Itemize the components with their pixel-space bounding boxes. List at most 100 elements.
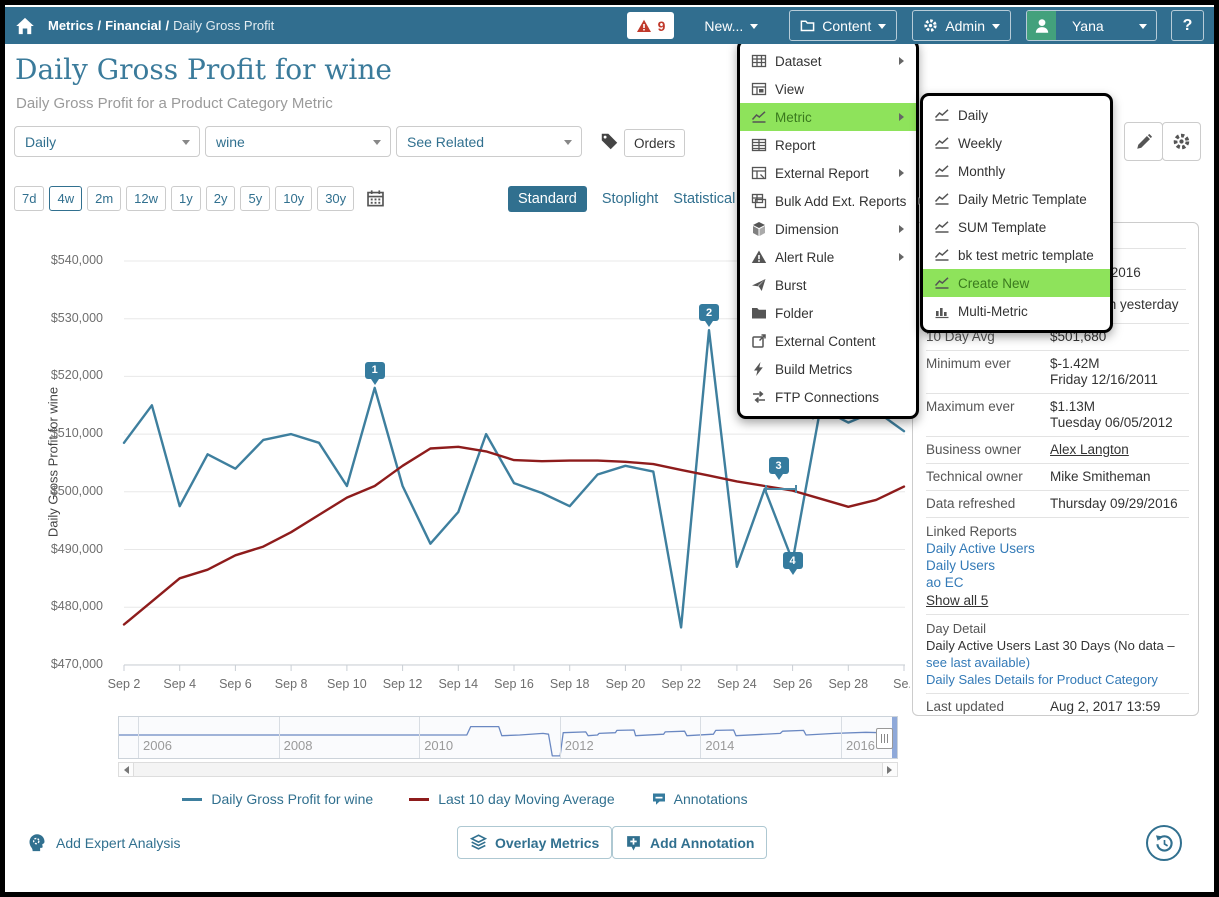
info-value[interactable]: Alex Langton — [1050, 442, 1129, 457]
info-value: Mike Smitheman — [1050, 469, 1151, 484]
linked-report-link[interactable]: Daily Users — [926, 558, 996, 573]
chevron-right-icon — [899, 253, 908, 261]
submenu-item-daily-metric-template[interactable]: Daily Metric Template — [923, 185, 1110, 213]
scroll-left-button[interactable] — [119, 763, 134, 776]
show-all-link[interactable]: Show all 5 — [926, 593, 989, 608]
submenu-item-daily[interactable]: Daily — [923, 101, 1110, 129]
legend-item-1[interactable]: Last 10 day Moving Average — [409, 791, 615, 807]
range-button-10y[interactable]: 10y — [275, 186, 313, 211]
new-menu-trigger[interactable]: New... — [698, 12, 764, 40]
timeline-scrollbar[interactable] — [118, 762, 898, 777]
menu-item-label: External Content — [775, 333, 876, 349]
annotation-marker-1[interactable]: 1 — [364, 361, 385, 385]
add-expert-analysis-link[interactable]: Add Expert Analysis — [27, 833, 181, 853]
avatar — [1027, 11, 1056, 40]
submenu-item-bk-test-metric-template[interactable]: bk test metric template — [923, 241, 1110, 269]
y-axis-tick: $470,000 — [50, 656, 103, 671]
pencil-icon — [1135, 133, 1153, 151]
extreport-icon — [751, 165, 767, 181]
see-related-select[interactable]: See Related — [396, 126, 582, 157]
submenu-item-multi-metric[interactable]: Multi-Metric — [923, 297, 1110, 325]
menu-item-alert-rule[interactable]: Alert Rule — [740, 243, 916, 271]
overlay-metrics-button[interactable]: Overlay Metrics — [457, 826, 613, 859]
content-menu-button[interactable]: Content — [789, 10, 898, 41]
folder-icon — [800, 18, 815, 33]
annotation-marker-3[interactable]: 3 — [768, 457, 789, 480]
range-button-7d[interactable]: 7d — [14, 186, 45, 211]
calendar-icon-button[interactable] — [366, 189, 385, 208]
admin-menu-button[interactable]: Admin — [912, 10, 1011, 41]
edit-button[interactable] — [1124, 122, 1163, 161]
annotation-marker-4[interactable]: 4 — [782, 552, 803, 575]
menu-item-build-metrics[interactable]: Build Metrics — [740, 355, 916, 383]
x-axis-tick: Sep 18 — [549, 677, 590, 691]
alert-badge[interactable]: 9 — [626, 12, 675, 39]
chevron-down-icon — [878, 23, 887, 33]
home-icon[interactable] — [15, 16, 35, 36]
range-button-5y[interactable]: 5y — [240, 186, 271, 211]
breadcrumb-current: Daily Gross Profit — [173, 18, 275, 33]
settings-button[interactable] — [1162, 122, 1201, 161]
menu-item-burst[interactable]: Burst — [740, 271, 916, 299]
help-button[interactable]: ? — [1171, 10, 1204, 41]
submenu-item-weekly[interactable]: Weekly — [923, 129, 1110, 157]
tag-orders[interactable]: Orders — [624, 129, 686, 157]
daily-sales-details-link[interactable]: Daily Sales Details for Product Category — [926, 672, 1158, 687]
linked-report-link[interactable]: ao EC — [926, 575, 964, 590]
info-value: $1.13M Tuesday 06/05/2012 — [1050, 399, 1173, 430]
menu-item-metric[interactable]: Metric — [740, 103, 916, 131]
range-button-30y[interactable]: 30y — [317, 186, 355, 211]
view-tabs: Standard Stoplight Statistical — [508, 186, 735, 212]
tab-standard[interactable]: Standard — [508, 186, 587, 212]
day-detail-block: Day Detail Daily Active Users Last 30 Day… — [926, 614, 1189, 693]
legend-swatch — [409, 797, 430, 801]
menu-item-view[interactable]: View — [740, 75, 916, 103]
legend-item-2[interactable]: Annotations — [651, 791, 748, 807]
menu-item-dataset[interactable]: Dataset — [740, 47, 916, 75]
timeline-scrubber[interactable]: 2006 2008 2010 2012 2014 2016 — [118, 716, 898, 759]
menu-item-ftp-connections[interactable]: FTP Connections — [740, 383, 916, 411]
menu-item-label: Bulk Add Ext. Reports — [775, 193, 907, 209]
menu-item-dimension[interactable]: Dimension — [740, 215, 916, 243]
user-menu-button[interactable]: Yana — [1026, 10, 1157, 41]
submenu-item-monthly[interactable]: Monthly — [923, 157, 1110, 185]
year-label: 2006 — [143, 738, 172, 753]
range-button-1y[interactable]: 1y — [171, 186, 201, 211]
x-axis-tick: Sep 22 — [661, 677, 701, 691]
tab-stoplight[interactable]: Stoplight — [601, 191, 659, 207]
menu-item-external-content[interactable]: External Content — [740, 327, 916, 355]
dimension-value-select[interactable]: wine — [205, 126, 391, 157]
submenu-item-sum-template[interactable]: SUM Template — [923, 213, 1110, 241]
new-dropdown-menu: Dataset View Metric Report External Report Bu… — [737, 39, 924, 419]
tab-statistical[interactable]: Statistical — [673, 191, 736, 207]
range-button-2m[interactable]: 2m — [87, 186, 122, 211]
x-axis-tick: Sep 14 — [438, 677, 479, 691]
menu-item-report[interactable]: Report — [740, 131, 916, 159]
metric-chart[interactable]: Daily Gross Profit for wine $540,000 $530… — [5, 230, 911, 710]
range-button-12w[interactable]: 12w — [126, 186, 167, 211]
submenu-item-create-new[interactable]: Create New — [923, 269, 1110, 297]
menu-item-folder[interactable]: Folder — [740, 299, 916, 327]
scroll-right-button[interactable] — [882, 763, 897, 776]
arrow-right-icon — [887, 765, 896, 774]
breadcrumb-financial[interactable]: Financial — [105, 18, 162, 33]
legend-label: Last 10 day Moving Average — [438, 791, 615, 807]
linked-report-link[interactable]: Daily Active Users — [926, 541, 1035, 556]
chevron-down-icon — [750, 23, 759, 33]
info-label: Minimum ever — [926, 356, 1011, 371]
add-annotation-button[interactable]: Add Annotation — [612, 826, 768, 859]
period-select[interactable]: Daily — [14, 126, 200, 157]
menu-item-external-report[interactable]: External Report — [740, 159, 916, 187]
range-button-4w[interactable]: 4w — [49, 186, 83, 211]
breadcrumb-metrics[interactable]: Metrics — [48, 18, 94, 33]
annotation-marker-2[interactable]: 2 — [699, 304, 719, 328]
see-last-available-link[interactable]: see last available) — [926, 655, 1031, 670]
legend-item-0[interactable]: Daily Gross Profit for wine — [182, 791, 373, 807]
menu-item-label: Weekly — [958, 135, 1003, 151]
history-button[interactable] — [1146, 825, 1182, 861]
range-button-2y[interactable]: 2y — [205, 186, 236, 211]
menu-item-bulk-add-ext-reports[interactable]: Bulk Add Ext. Reports — [740, 187, 924, 215]
y-axis-tick: $480,000 — [50, 599, 103, 614]
scrubber-handle[interactable] — [876, 728, 893, 749]
